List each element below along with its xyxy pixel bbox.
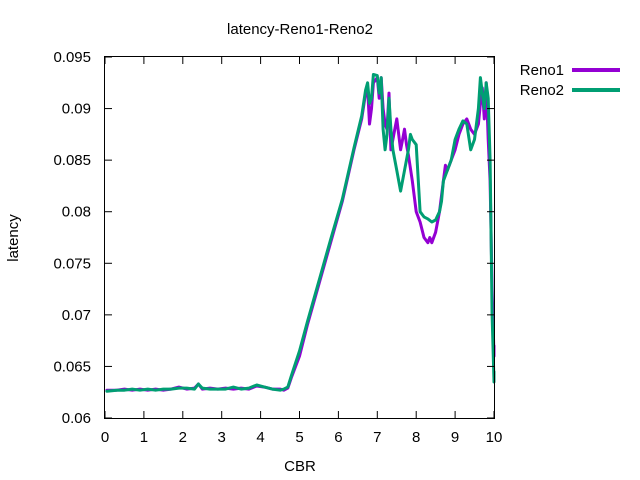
- plot-lines: [105, 73, 496, 393]
- x-tick-label: 5: [295, 429, 303, 446]
- y-axis-label: latency: [5, 214, 22, 262]
- x-tick-label: 3: [218, 429, 226, 446]
- y-tick-label: 0.06: [62, 410, 91, 427]
- y-axis-ticks: 0.06 0.065 0.07 0.075 0.08 0.085 0.09 0.095: [53, 49, 494, 427]
- legend-label-reno2: Reno2: [520, 82, 564, 99]
- chart-title: latency-Reno1-Reno2: [227, 21, 373, 38]
- x-tick-label: 2: [179, 429, 187, 446]
- x-tick-label: 0: [101, 429, 109, 446]
- y-tick-label: 0.065: [53, 358, 91, 375]
- y-tick-label: 0.09: [62, 101, 91, 118]
- y-tick-label: 0.075: [53, 255, 91, 272]
- x-tick-label: 6: [334, 429, 342, 446]
- x-tick-label: 9: [451, 429, 459, 446]
- x-axis-ticks: 0 1 2 3 4 5 6 7 8 9 10: [101, 57, 503, 446]
- plot-frame: [104, 56, 495, 419]
- y-tick-label: 0.095: [53, 49, 91, 66]
- x-axis-label: CBR: [284, 458, 316, 475]
- legend: Reno1 Reno2: [520, 62, 620, 99]
- x-tick-label: 7: [373, 429, 381, 446]
- y-tick-label: 0.07: [62, 307, 91, 324]
- x-tick-label: 4: [256, 429, 264, 446]
- x-tick-label: 8: [412, 429, 420, 446]
- y-tick-label: 0.08: [62, 204, 91, 221]
- legend-label-reno1: Reno1: [520, 62, 564, 79]
- y-tick-label: 0.085: [53, 152, 91, 169]
- x-tick-label: 1: [140, 429, 148, 446]
- x-tick-label: 10: [486, 429, 503, 446]
- series-line-reno2: [105, 73, 496, 393]
